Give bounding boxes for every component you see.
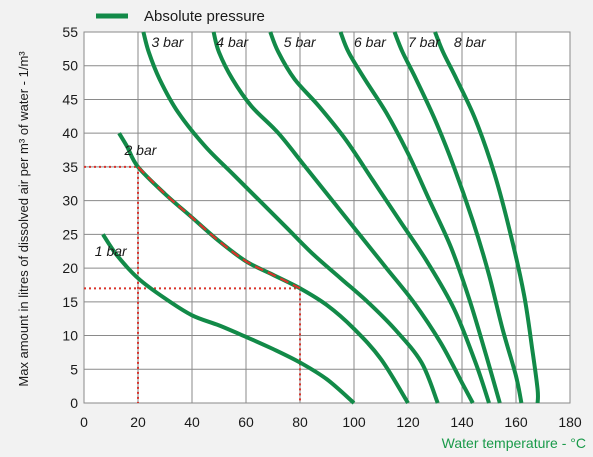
y-axis-label: Max amount in litres of dissolved air pe…	[16, 51, 31, 387]
series-line-8-bar	[433, 31, 540, 404]
y-tick-label: 25	[62, 226, 78, 242]
x-tick-label: 80	[292, 414, 308, 430]
highlight-group	[137, 166, 301, 290]
x-tick-label: 100	[342, 414, 366, 430]
x-tick-label: 160	[504, 414, 528, 430]
y-tick-label: 50	[62, 58, 78, 74]
curve-label: 2 bar	[124, 142, 158, 158]
series-line-3-bar	[141, 31, 440, 404]
y-tick-label: 30	[62, 193, 78, 209]
y-tick-label: 55	[62, 24, 78, 40]
y-tick-label: 10	[62, 328, 78, 344]
x-tick-labels: 0 20 40 60 80 100 120 140 160 180	[80, 414, 582, 430]
curve-label: 3 bar	[152, 34, 185, 50]
x-tick-label: 180	[558, 414, 582, 430]
y-tick-label: 40	[62, 125, 78, 141]
y-tick-labels: 0 5 10 15 20 25 30 35 40 45 50 55	[62, 24, 78, 411]
series-line-4-bar	[211, 31, 475, 404]
x-tick-label: 0	[80, 414, 88, 430]
x-tick-label: 20	[130, 414, 146, 430]
y-tick-label: 45	[62, 91, 78, 107]
legend: Absolute pressure	[96, 8, 265, 25]
series-line-6-bar	[338, 31, 502, 404]
x-tick-label: 60	[238, 414, 254, 430]
y-tick-label: 20	[62, 260, 78, 276]
y-tick-label: 15	[62, 294, 78, 310]
curve-labels: 3 bar 4 bar 5 bar 6 bar 7 bar 8 bar 2 bar 1 bar	[95, 34, 487, 259]
plot-area	[83, 31, 571, 404]
legend-label: Absolute pressure	[144, 8, 265, 25]
series-line-1-bar	[101, 233, 356, 405]
series-line-5-bar	[268, 31, 491, 404]
x-tick-label: 120	[396, 414, 420, 430]
curve-label: 8 bar	[454, 34, 487, 50]
y-tick-label: 0	[70, 395, 78, 411]
x-tick-label: 40	[184, 414, 200, 430]
curve-label: 4 bar	[216, 34, 249, 50]
x-axis-label: Water temperature - °C	[442, 435, 586, 451]
grid	[83, 31, 571, 404]
y-tick-label: 5	[70, 361, 78, 377]
curve-label: 7 bar	[408, 34, 441, 50]
curve-label: 5 bar	[284, 34, 317, 50]
reference-lines	[84, 165, 301, 403]
y-tick-label: 35	[62, 159, 78, 175]
curve-label: 6 bar	[354, 34, 387, 50]
x-tick-label: 140	[450, 414, 474, 430]
curve-label: 1 bar	[95, 243, 128, 259]
highlight-dashed-segment	[137, 166, 301, 290]
series-line-7-bar	[392, 31, 524, 404]
